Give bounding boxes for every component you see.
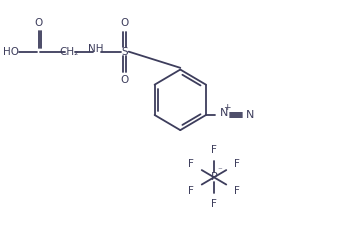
Text: O: O [121, 75, 129, 85]
Text: S: S [121, 47, 128, 57]
Text: NH: NH [88, 44, 104, 54]
Text: F: F [234, 186, 240, 196]
Text: F: F [234, 159, 240, 169]
Text: F: F [211, 199, 217, 209]
Text: O: O [35, 18, 43, 28]
Text: CH₂: CH₂ [59, 47, 79, 57]
Text: F: F [211, 146, 217, 155]
Text: +: + [223, 103, 231, 112]
Text: N: N [219, 108, 228, 118]
Text: HO: HO [3, 47, 19, 57]
Text: F: F [188, 159, 194, 169]
Text: P: P [211, 172, 217, 182]
Text: ⁻: ⁻ [218, 166, 222, 175]
Text: N: N [245, 110, 254, 120]
Text: O: O [121, 18, 129, 28]
Text: F: F [188, 186, 194, 196]
